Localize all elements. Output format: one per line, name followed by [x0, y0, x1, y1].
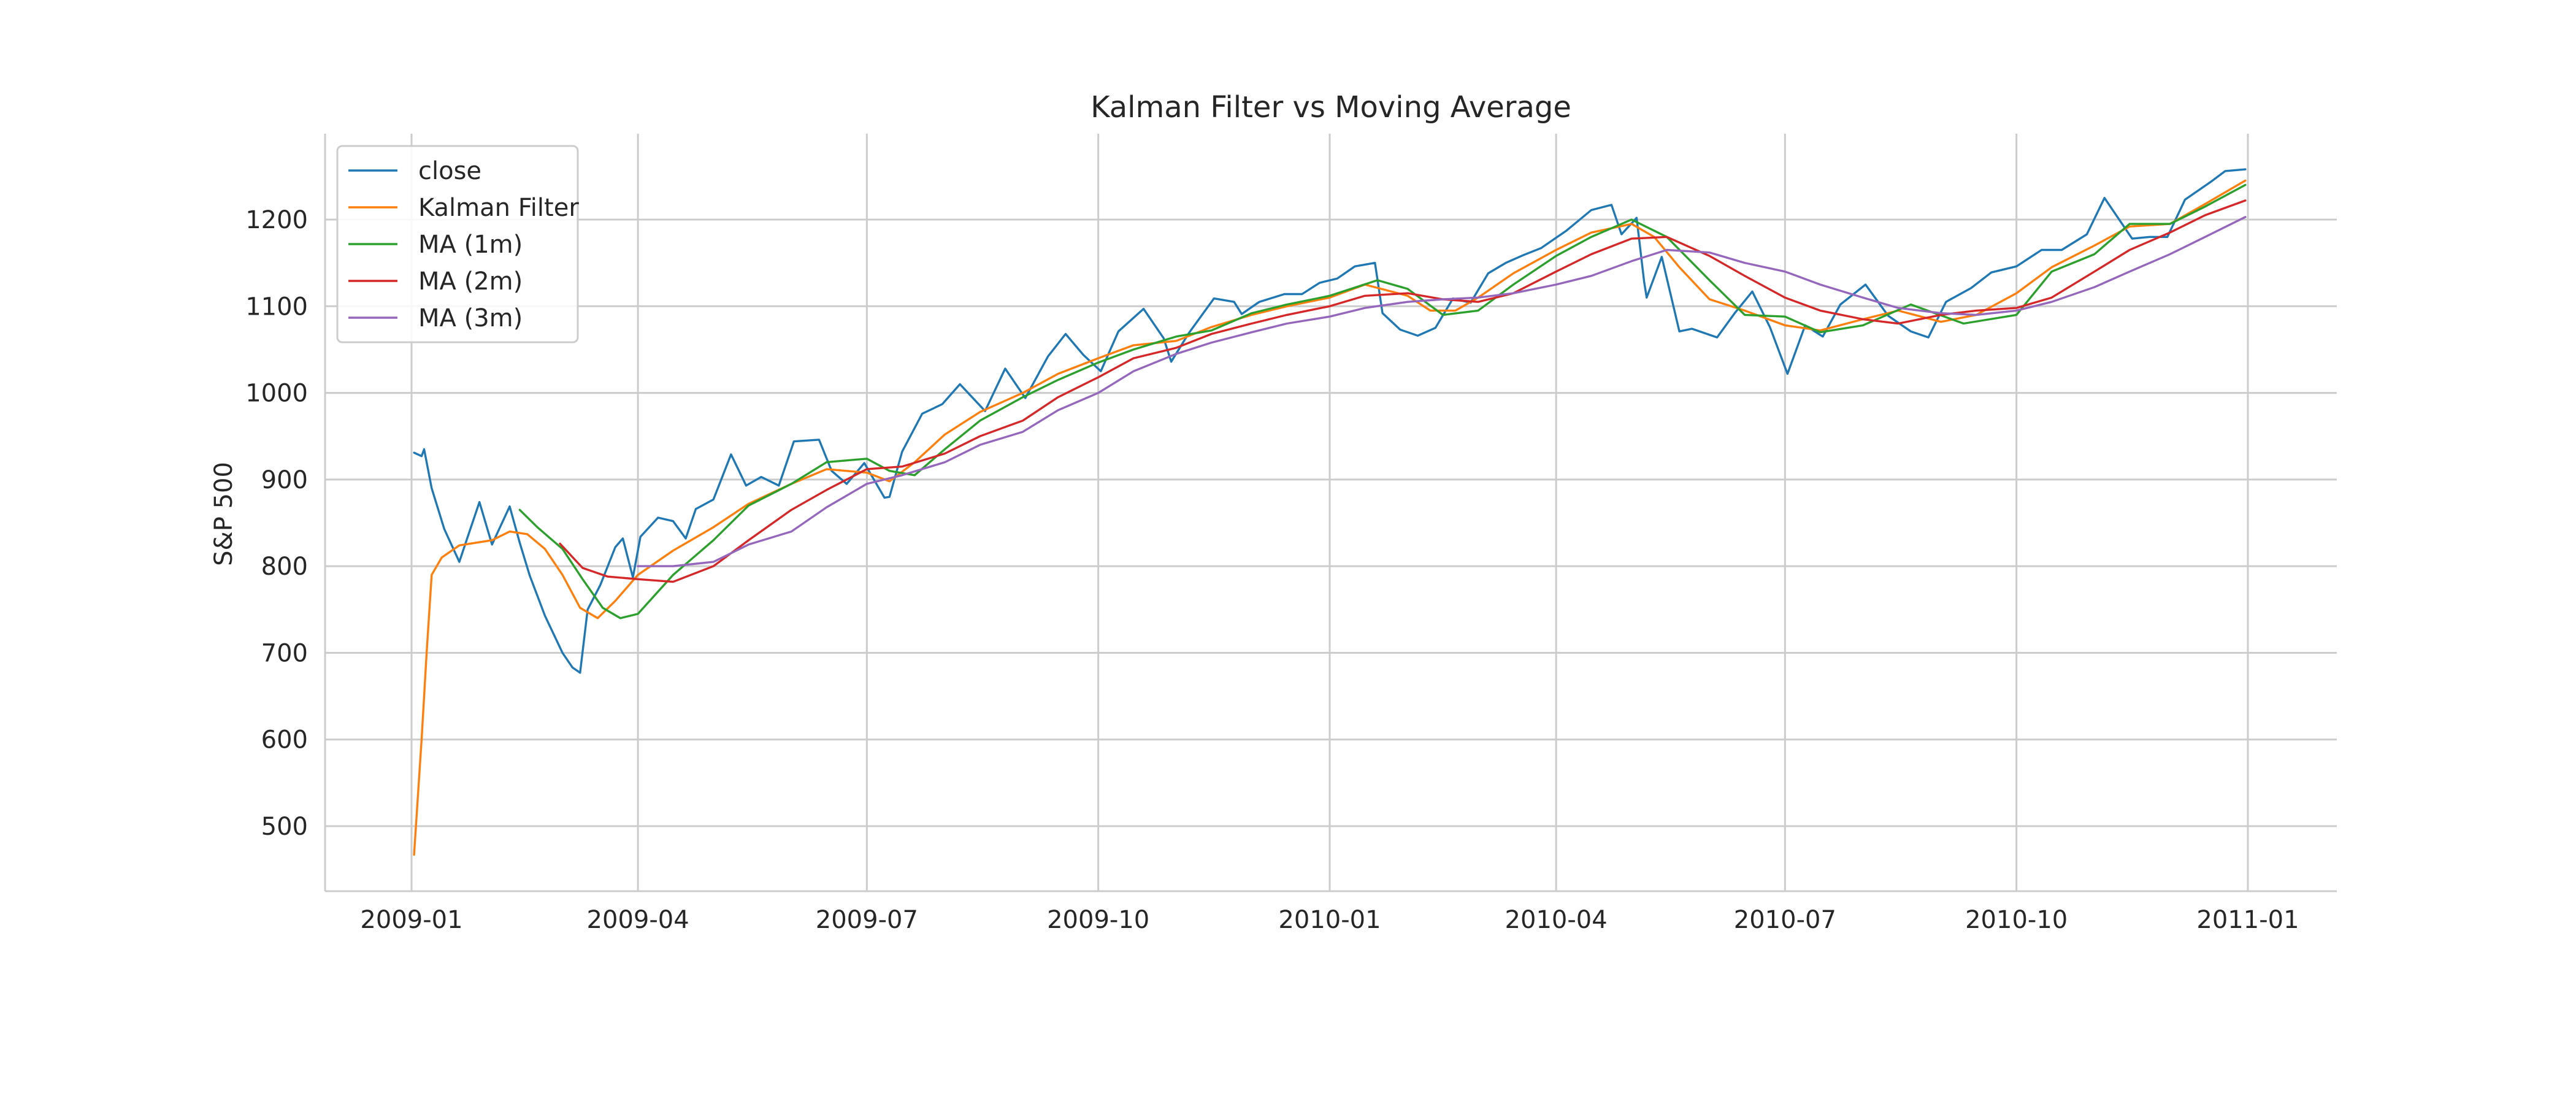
legend: close Kalman Filter MA (1m) MA (2m) MA (3m): [336, 145, 579, 343]
y-tick-label: 600: [261, 726, 308, 754]
x-tick-label: 2009-07: [816, 906, 918, 934]
y-gridlines: [325, 218, 2337, 827]
x-tick-label: 2011-01: [2196, 906, 2299, 934]
x-gridlines: [410, 134, 2249, 891]
series-line-ma-3m: [637, 216, 2247, 567]
series-lines: [413, 168, 2247, 856]
x-tick-label: 2010-07: [1734, 906, 1836, 934]
y-tick-label: 700: [261, 639, 308, 667]
x-tick-label: 2010-04: [1505, 906, 1608, 934]
y-tick-label: 1100: [245, 293, 308, 321]
x-tick-label: 2009-10: [1047, 906, 1149, 934]
y-tick-label: 900: [261, 466, 308, 494]
y-tick-label: 1000: [245, 380, 308, 408]
legend-label: MA (1m): [418, 231, 523, 259]
y-tick-label: 500: [261, 813, 308, 841]
series-line-ma-1m: [518, 183, 2247, 619]
series-line-close: [413, 168, 2247, 674]
y-tick-labels: 500 600 700 800 900 1000 1100 1200: [245, 206, 308, 841]
y-tick-label: 800: [261, 553, 308, 581]
legend-label: MA (3m): [418, 304, 523, 332]
x-tick-label: 2009-01: [360, 906, 462, 934]
x-tick-label: 2009-04: [587, 906, 689, 934]
legend-label: MA (2m): [418, 267, 523, 296]
y-tick-label: 1200: [245, 206, 308, 234]
legend-label: Kalman Filter: [418, 194, 579, 222]
axis-spines: [324, 134, 2337, 892]
series-line-ma-2m: [559, 199, 2247, 583]
x-tick-label: 2010-10: [1965, 906, 2068, 934]
y-axis-label: S&P 500: [210, 462, 238, 566]
x-tick-labels: 2009-01 2009-04 2009-07 2009-10 2010-01 2010-…: [360, 906, 2299, 934]
chart-title: Kalman Filter vs Moving Average: [1091, 90, 1571, 125]
x-tick-label: 2010-01: [1278, 906, 1381, 934]
legend-label: close: [418, 157, 481, 185]
legend-box: [336, 145, 579, 343]
